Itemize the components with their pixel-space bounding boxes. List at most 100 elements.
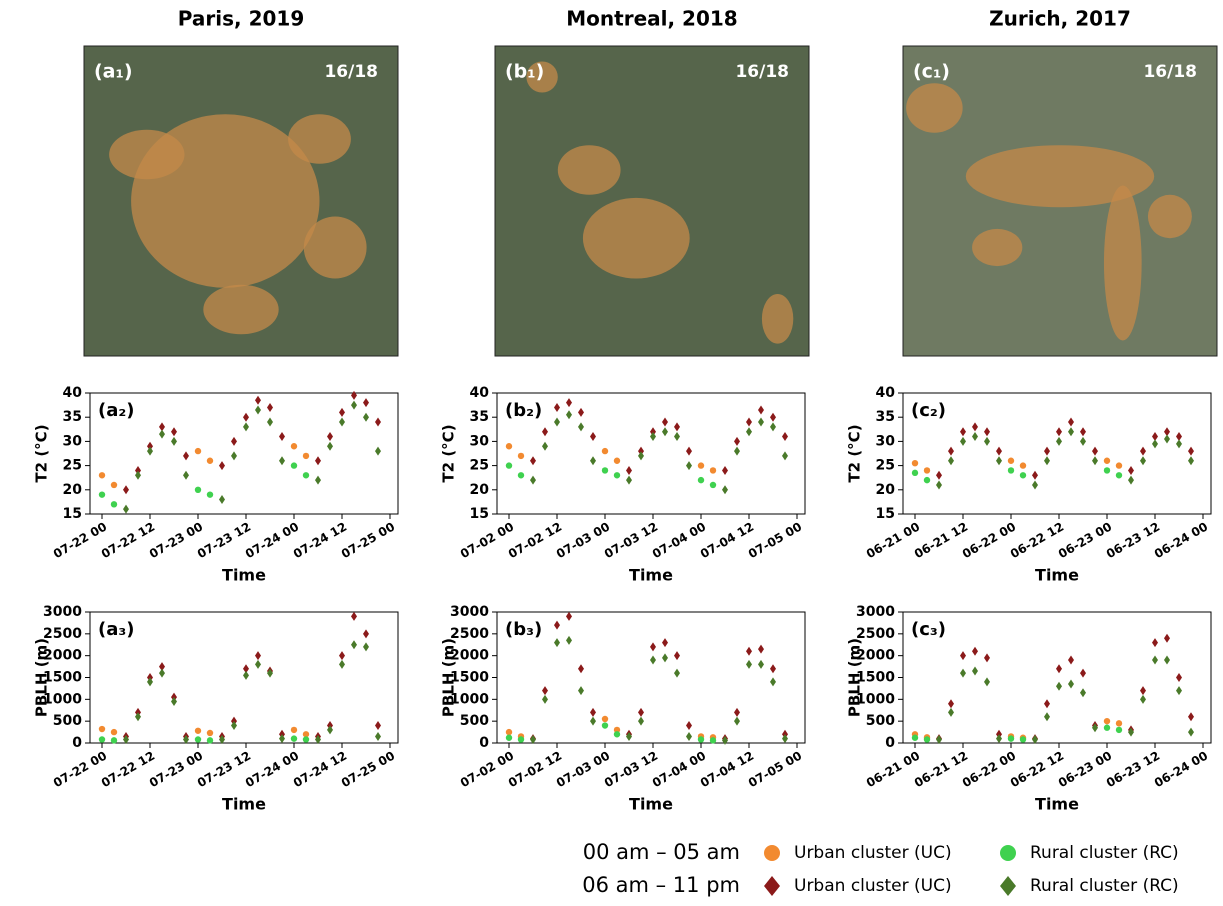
point — [542, 427, 548, 436]
point — [590, 708, 596, 717]
point — [1140, 695, 1146, 704]
panel-label: (c₃) — [911, 619, 946, 640]
point — [363, 642, 369, 651]
legend-label: Rural cluster (RC) — [1030, 876, 1179, 896]
y-axis-label: T2 (°C) — [33, 424, 51, 482]
x-tick-label: 07-23 00 — [147, 520, 205, 562]
point — [183, 471, 189, 480]
y-tick-label: 500 — [53, 713, 82, 729]
x-tick-label: 06-23 12 — [1104, 749, 1162, 791]
y-axis-label: PBLH (m) — [33, 638, 51, 717]
plot-frame — [497, 393, 805, 514]
point — [327, 442, 333, 451]
plot-frame — [497, 612, 805, 743]
x-tick-label: 07-24 12 — [291, 520, 349, 562]
point — [972, 432, 978, 441]
point — [554, 638, 560, 647]
point — [1188, 712, 1194, 721]
point — [1188, 456, 1194, 465]
urban-area — [288, 114, 351, 164]
y-tick-label: 3000 — [856, 604, 895, 620]
y-axis-label: PBLH (m) — [846, 638, 864, 717]
point — [1080, 437, 1086, 446]
point — [650, 642, 656, 651]
x-tick-label: 07-03 00 — [554, 749, 612, 791]
point — [948, 456, 954, 465]
urban-area — [203, 285, 278, 335]
legend-marker — [764, 876, 780, 896]
point — [554, 403, 560, 412]
y-tick-label: 25 — [63, 458, 82, 474]
point — [1068, 656, 1074, 665]
map-title: Paris, 2019 — [178, 7, 304, 31]
point — [315, 476, 321, 485]
panel-label: (a₂) — [98, 400, 134, 421]
point — [602, 716, 608, 722]
x-tick-label: 06-21 12 — [912, 520, 970, 562]
point — [1068, 418, 1074, 427]
y-tick-label: 35 — [63, 409, 82, 425]
point — [303, 472, 309, 478]
point — [506, 729, 512, 735]
point — [518, 736, 524, 742]
point — [984, 427, 990, 436]
point — [566, 410, 572, 419]
point — [960, 427, 966, 436]
point — [924, 467, 930, 473]
panel-label: (a₃) — [98, 619, 134, 640]
y-tick-label: 15 — [470, 506, 489, 522]
point — [1092, 447, 1098, 456]
point — [231, 437, 237, 446]
map-title: Zurich, 2017 — [989, 7, 1131, 31]
point — [1104, 458, 1110, 464]
point — [99, 491, 105, 497]
point — [111, 729, 117, 735]
panel-label: (c₂) — [911, 400, 946, 421]
point — [195, 736, 201, 742]
point — [578, 664, 584, 673]
point — [722, 466, 728, 475]
point — [291, 727, 297, 733]
point — [506, 735, 512, 741]
point — [339, 408, 345, 417]
point — [542, 442, 548, 451]
point — [327, 432, 333, 441]
point — [734, 437, 740, 446]
y-tick-label: 25 — [876, 458, 895, 474]
point — [578, 408, 584, 417]
x-tick-label: 06-23 00 — [1056, 749, 1114, 791]
point — [972, 647, 978, 656]
x-tick-label: 07-24 00 — [243, 749, 301, 791]
point — [171, 437, 177, 446]
point — [936, 480, 942, 489]
point — [243, 422, 249, 431]
point — [924, 736, 930, 742]
y-tick-label: 40 — [63, 385, 83, 401]
point — [243, 671, 249, 680]
point — [1044, 699, 1050, 708]
point — [638, 451, 644, 460]
x-tick-label: 07-22 00 — [51, 749, 109, 791]
point — [1164, 634, 1170, 643]
point — [195, 448, 201, 454]
y-tick-label: 40 — [470, 385, 490, 401]
y-tick-label: 20 — [876, 482, 896, 498]
point — [363, 398, 369, 407]
point — [267, 418, 273, 427]
legend-period: 06 am – 11 pm — [582, 873, 740, 897]
legend-marker — [1000, 845, 1016, 861]
point — [614, 731, 620, 737]
point — [530, 476, 536, 485]
point — [243, 413, 249, 422]
point — [1044, 456, 1050, 465]
point — [1104, 467, 1110, 473]
point — [231, 451, 237, 460]
y-tick-label: 15 — [876, 506, 895, 522]
point — [1116, 727, 1122, 733]
point — [674, 422, 680, 431]
x-tick-label: 06-21 00 — [864, 520, 922, 562]
point — [590, 432, 596, 441]
point — [135, 471, 141, 480]
x-tick-label: 06-24 00 — [1152, 749, 1210, 791]
ratio-label: 16/18 — [735, 62, 789, 82]
